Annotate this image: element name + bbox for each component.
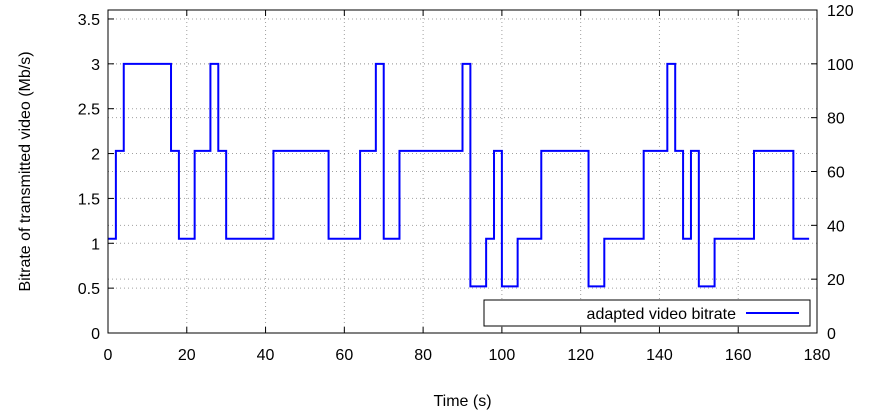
- y2-tick-label: 0: [827, 326, 836, 343]
- series-layer: [108, 62, 810, 288]
- frame-layer: [107, 9, 818, 334]
- y-tick-label: 1: [91, 236, 100, 253]
- y-tick-label: 1.5: [78, 191, 100, 208]
- x-tick-label: 160: [725, 347, 752, 364]
- y-tick-label: 0: [91, 326, 100, 343]
- x-tick-label: 180: [804, 347, 831, 364]
- y-tick-label: 0.5: [78, 281, 100, 298]
- x-tick-label: 20: [178, 347, 196, 364]
- y2-tick-label: 20: [827, 272, 845, 289]
- y2-tick-label: 40: [827, 218, 845, 235]
- legend-label: adapted video bitrate: [587, 306, 737, 323]
- y2-tick-label: 120: [827, 3, 854, 20]
- y2-tick-label: 100: [827, 57, 854, 74]
- y-axis-title: Bitrate of transmitted video (Mb/s): [17, 51, 34, 291]
- tick-layer: 0 20 40 60 80 100 120 140 160 180 0 0.5 1 1.5 2 2.5 3 3.5…: [78, 3, 854, 364]
- legend: adapted video bitrate: [483, 299, 811, 327]
- x-tick-label: 80: [414, 347, 432, 364]
- x-tick-label: 100: [489, 347, 516, 364]
- y2-tick-label: 80: [827, 111, 845, 128]
- x-tick-label: 0: [104, 347, 113, 364]
- y-tick-label: 2: [91, 147, 100, 164]
- x-axis-title: Time (s): [433, 393, 491, 410]
- y2-tick-label: 60: [827, 165, 845, 182]
- y-tick-label: 3: [91, 57, 100, 74]
- grid-layer: [108, 10, 817, 333]
- series-line: [108, 62, 810, 288]
- plot-frame: [107, 9, 818, 334]
- x-tick-label: 120: [567, 347, 594, 364]
- x-tick-label: 140: [646, 347, 673, 364]
- y-tick-label: 3.5: [78, 12, 100, 29]
- x-tick-label: 60: [335, 347, 353, 364]
- x-tick-label: 40: [257, 347, 275, 364]
- y-tick-label: 2.5: [78, 102, 100, 119]
